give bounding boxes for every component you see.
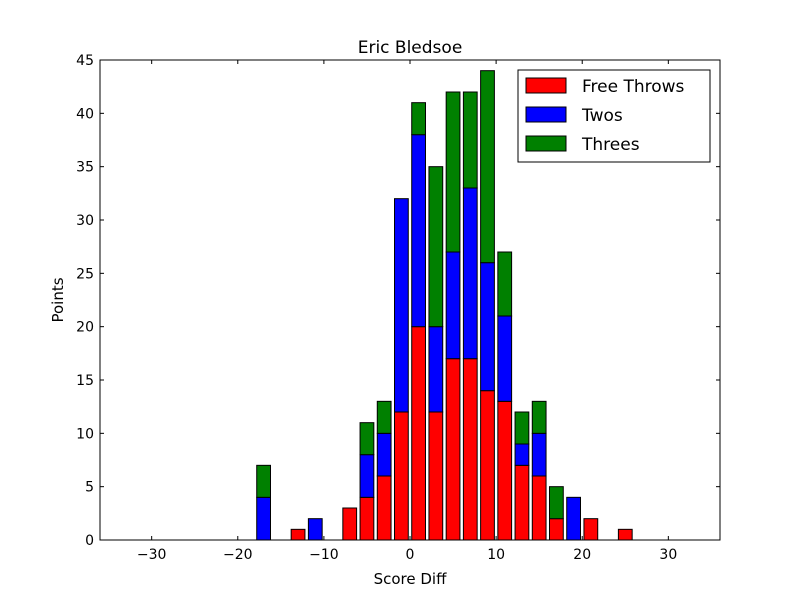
bar-threes xyxy=(411,102,427,136)
chart-title: Eric Bledsoe xyxy=(358,38,463,58)
bar-threes xyxy=(256,464,272,498)
bar-free-throws xyxy=(531,475,547,541)
bar-free-throws xyxy=(617,528,633,541)
ticks-group: −30 −20 −10 0 10 20 30 0 5 10 15 20 25 30 35 40 45 xyxy=(76,53,720,563)
bar-twos xyxy=(514,443,530,466)
bar-threes xyxy=(531,400,547,434)
legend-label-twos: Twos xyxy=(581,106,623,126)
y-tick-label: 0 xyxy=(85,533,94,549)
bar-threes xyxy=(376,400,392,434)
y-tick-label: 10 xyxy=(76,426,94,442)
bar-free-throws xyxy=(342,507,358,541)
x-tick-label: −30 xyxy=(137,547,167,563)
bar-twos xyxy=(531,432,547,477)
bar-threes xyxy=(497,251,513,317)
bar-threes xyxy=(359,422,375,456)
bar-free-throws xyxy=(462,358,478,541)
y-tick-label: 45 xyxy=(76,53,94,69)
x-tick-label: 30 xyxy=(659,547,677,563)
legend-label-free-throws: Free Throws xyxy=(582,77,685,97)
legend: Free Throws Twos Threes xyxy=(517,69,711,163)
bar-twos xyxy=(411,134,427,328)
y-tick-label: 5 xyxy=(85,480,94,496)
bar-free-throws xyxy=(394,411,409,541)
x-tick-label: 10 xyxy=(487,547,505,563)
y-axis-label: Points xyxy=(49,277,67,322)
bars-group xyxy=(256,70,633,541)
bar-twos xyxy=(566,496,582,541)
bar-free-throws xyxy=(428,411,444,541)
bar-free-throws xyxy=(514,464,530,541)
bar-twos xyxy=(256,496,272,541)
bar-free-throws xyxy=(359,496,375,541)
bar-free-throws xyxy=(480,390,495,541)
x-tick-label: 0 xyxy=(406,547,415,563)
bar-free-throws xyxy=(497,400,513,541)
bar-twos xyxy=(359,454,375,498)
bar-threes xyxy=(445,91,461,253)
y-tick-label: 15 xyxy=(76,373,94,389)
bar-twos xyxy=(376,432,392,477)
bar-free-throws xyxy=(290,528,306,541)
bar-threes xyxy=(428,166,444,328)
x-tick-label: 20 xyxy=(573,547,591,563)
legend-swatch-threes xyxy=(525,135,567,152)
bar-twos xyxy=(394,198,409,413)
bar-threes xyxy=(462,91,478,189)
bar-free-throws xyxy=(376,475,392,541)
bar-threes xyxy=(514,411,530,445)
y-tick-label: 20 xyxy=(76,320,94,336)
y-tick-label: 35 xyxy=(76,160,94,176)
legend-label-threes: Threes xyxy=(581,135,640,155)
x-tick-label: −20 xyxy=(223,547,253,563)
legend-swatch-twos xyxy=(525,106,567,123)
legend-swatch-free-throws xyxy=(525,77,567,94)
bar-free-throws xyxy=(583,518,599,541)
bar-twos xyxy=(462,187,478,360)
bar-free-throws xyxy=(411,326,427,541)
bar-twos xyxy=(445,251,461,360)
x-axis-label: Score Diff xyxy=(374,570,447,588)
y-tick-label: 30 xyxy=(76,213,94,229)
plot-frame xyxy=(99,59,721,541)
y-tick-label: 25 xyxy=(76,266,94,282)
bar-twos xyxy=(307,518,323,541)
bar-threes xyxy=(549,486,564,520)
bar-free-throws xyxy=(445,358,461,541)
bar-threes xyxy=(480,70,495,264)
bar-twos xyxy=(497,315,513,402)
bar-free-throws xyxy=(549,518,564,541)
bar-twos xyxy=(428,326,444,413)
y-tick-label: 40 xyxy=(76,106,94,122)
x-tick-label: −10 xyxy=(309,547,339,563)
bar-twos xyxy=(480,262,495,392)
